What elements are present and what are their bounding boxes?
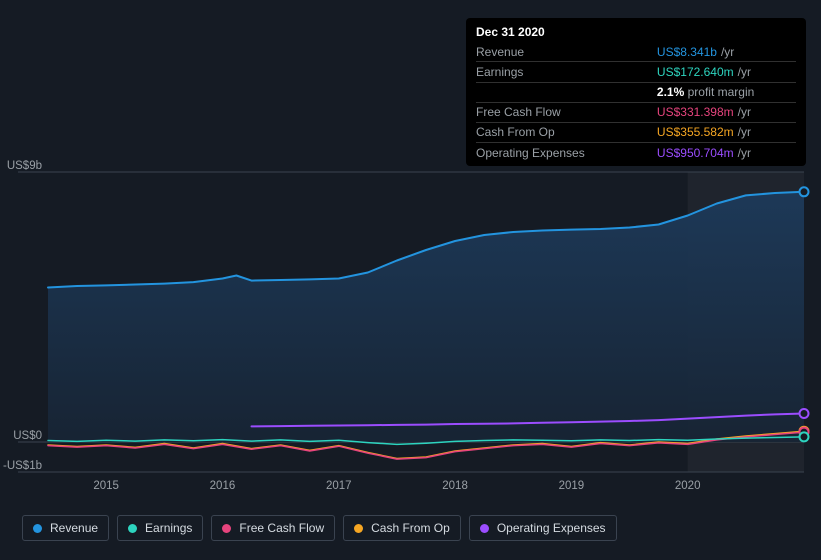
- x-axis-label: 2017: [326, 480, 352, 492]
- tooltip-row-value: US$355.582m/yr: [657, 122, 796, 142]
- legend-swatch-icon: [222, 524, 231, 533]
- legend-label: Operating Expenses: [497, 521, 606, 535]
- y-axis-label: -US$1b: [0, 460, 42, 472]
- y-axis-label: US$0: [0, 430, 42, 442]
- x-axis-label: 2020: [675, 480, 701, 492]
- tooltip-row-label: Free Cash Flow: [476, 102, 657, 122]
- legend-item-revenue[interactable]: Revenue: [22, 515, 109, 541]
- tooltip-row-value: US$8.341b/yr: [657, 42, 796, 62]
- legend-label: Cash From Op: [371, 521, 450, 535]
- tooltip-row-label: Cash From Op: [476, 122, 657, 142]
- tooltip-row-value: US$331.398m/yr: [657, 102, 796, 122]
- tooltip-row-value: US$172.640m/yr: [657, 62, 796, 82]
- legend-item-operating_expenses[interactable]: Operating Expenses: [469, 515, 617, 541]
- tooltip-date: Dec 31 2020: [476, 24, 796, 40]
- legend-label: Free Cash Flow: [239, 521, 324, 535]
- tooltip-row-label: Operating Expenses: [476, 143, 657, 163]
- legend-item-earnings[interactable]: Earnings: [117, 515, 203, 541]
- x-axis-label: 2016: [210, 480, 236, 492]
- legend-swatch-icon: [480, 524, 489, 533]
- tooltip-row-value: US$950.704m/yr: [657, 143, 796, 163]
- chart-tooltip: Dec 31 2020 RevenueUS$8.341b/yrEarningsU…: [466, 18, 806, 166]
- x-axis-label: 2019: [559, 480, 585, 492]
- tooltip-row-label: Revenue: [476, 42, 657, 62]
- y-axis-label: US$9b: [0, 160, 42, 172]
- legend-swatch-icon: [128, 524, 137, 533]
- legend-swatch-icon: [354, 524, 363, 533]
- legend-item-cash_from_op[interactable]: Cash From Op: [343, 515, 461, 541]
- tooltip-row-label: Earnings: [476, 62, 657, 82]
- legend-item-free_cash_flow[interactable]: Free Cash Flow: [211, 515, 335, 541]
- x-axis-label: 2015: [93, 480, 119, 492]
- chart-legend: Revenue Earnings Free Cash Flow Cash From O…: [22, 515, 617, 541]
- legend-swatch-icon: [33, 524, 42, 533]
- x-axis-label: 2018: [442, 480, 468, 492]
- legend-label: Revenue: [50, 521, 98, 535]
- legend-label: Earnings: [145, 521, 192, 535]
